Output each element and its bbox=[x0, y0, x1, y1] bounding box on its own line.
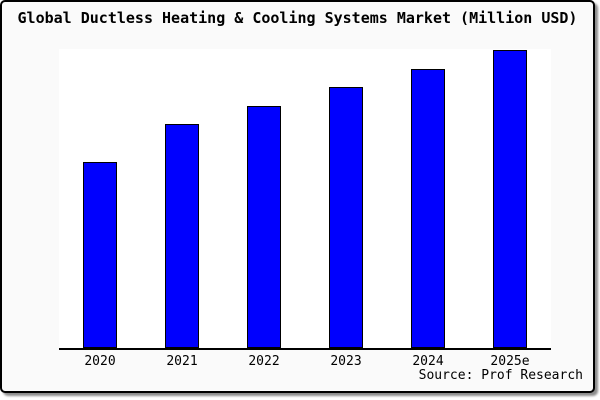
bar-slot bbox=[223, 49, 305, 348]
plot-area bbox=[59, 49, 551, 350]
x-tick-label-2022: 2022 bbox=[248, 354, 280, 369]
bar-2025e bbox=[493, 50, 527, 348]
bar-2024 bbox=[411, 69, 445, 348]
x-tick-label-2020: 2020 bbox=[84, 354, 116, 369]
bar-2020 bbox=[83, 162, 117, 348]
bar-slot bbox=[141, 49, 223, 348]
bar-slot bbox=[387, 49, 469, 348]
x-tick-label-2023: 2023 bbox=[330, 354, 362, 369]
bar-slot bbox=[305, 49, 387, 348]
source-note: Source: Prof Research bbox=[418, 368, 583, 383]
bar-2022 bbox=[247, 106, 281, 348]
x-tick-label-2024: 2024 bbox=[412, 354, 444, 369]
bar-slot bbox=[469, 49, 551, 348]
chart-card: Global Ductless Heating & Cooling System… bbox=[0, 0, 595, 393]
chart-title: Global Ductless Heating & Cooling System… bbox=[17, 9, 578, 27]
x-tick-label-2025e: 2025e bbox=[490, 354, 530, 369]
bar-2021 bbox=[165, 124, 199, 348]
bar-slot bbox=[59, 49, 141, 348]
x-axis-labels: 2020 2021 2022 2023 2024 2025e bbox=[59, 354, 551, 369]
bar-2023 bbox=[329, 87, 363, 348]
x-tick-label-2021: 2021 bbox=[166, 354, 198, 369]
